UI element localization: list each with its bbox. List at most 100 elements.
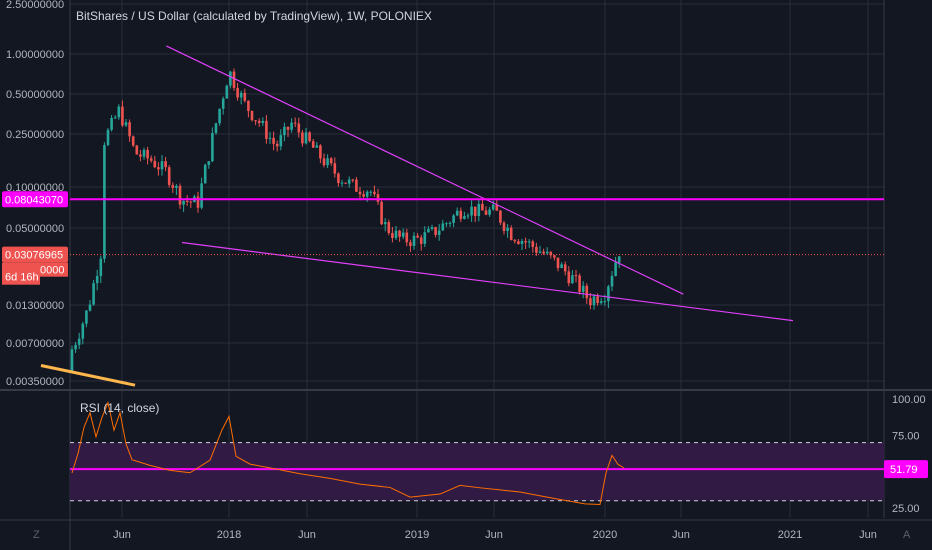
candle-body	[283, 126, 286, 136]
price-axis-label: 0.25000000	[6, 129, 64, 141]
candle-body	[196, 196, 200, 208]
candle-body	[463, 216, 466, 219]
time-axis-label: Jun	[859, 529, 877, 541]
auto-scale-toggle-icon[interactable]: A	[903, 529, 911, 541]
trendline[interactable]	[181, 241, 794, 322]
rsi-axis-label: 100.00	[892, 394, 926, 406]
rsi-value-tag-bg	[884, 460, 928, 479]
candle-body	[239, 92, 243, 98]
rsi-axis[interactable]: 100.00 75.00 25.00	[892, 394, 926, 515]
candle-body	[387, 222, 391, 234]
candle-body	[185, 200, 189, 202]
candle-body	[286, 126, 290, 130]
candle-body	[499, 210, 502, 223]
candle-body	[106, 129, 110, 146]
candle-body	[484, 210, 488, 215]
price-pane[interactable]	[40, 45, 884, 501]
candle-body	[531, 241, 535, 247]
candle-body	[614, 262, 617, 276]
candle-body	[477, 203, 481, 216]
rsi-axis-label: 25.00	[892, 503, 920, 515]
candle-body	[409, 242, 412, 246]
hidden-price-tag: 0000	[40, 265, 64, 277]
candle-body	[272, 137, 275, 144]
price-axis[interactable]: 2.50000000 1.00000000 0.50000000 0.25000000…	[6, 0, 64, 388]
hline-price-tag-bg	[2, 191, 68, 208]
candle-body	[434, 227, 437, 235]
candle-body	[581, 285, 585, 292]
candle-body	[473, 206, 477, 216]
candle-body	[553, 255, 556, 258]
price-axis-label: 0.00700000	[6, 338, 64, 350]
candle-body	[232, 71, 236, 88]
candle-body	[560, 264, 563, 268]
candle-body	[261, 120, 265, 123]
candle-body	[167, 167, 171, 185]
candle-body	[236, 87, 239, 98]
price-axis-label: 0.10000000	[6, 182, 64, 194]
price-axis-label: 0.05000000	[6, 223, 64, 235]
candle-body	[416, 235, 419, 238]
candle-body	[139, 154, 142, 157]
trendline[interactable]	[40, 364, 136, 387]
rsi-pane[interactable]	[70, 400, 884, 506]
candle-body	[596, 296, 599, 304]
time-axis-label: Jun	[298, 529, 316, 541]
candle-body	[578, 275, 581, 292]
candle-body	[527, 241, 531, 243]
time-axis-label: Jun	[672, 529, 690, 541]
candle-body	[365, 191, 369, 197]
candle-body	[85, 310, 88, 324]
rsi-line	[71, 400, 625, 506]
candle-body	[430, 227, 434, 230]
candle-body	[315, 145, 319, 148]
candle-body	[419, 237, 423, 244]
candle-body	[445, 223, 448, 225]
candle-body	[160, 161, 164, 170]
candle-body	[74, 344, 77, 350]
candle-body	[524, 241, 527, 243]
candle-body	[589, 298, 592, 306]
candle-body	[110, 117, 113, 130]
candle-body	[362, 194, 365, 197]
candle-body	[549, 251, 553, 256]
log-scale-toggle-icon[interactable]: Z	[33, 529, 40, 541]
trendlines[interactable]	[40, 45, 794, 387]
candle-body	[189, 201, 193, 203]
candle-body	[157, 167, 160, 170]
price-axis-label: 0.00350000	[6, 376, 64, 388]
candle-body	[607, 286, 610, 302]
candle-body	[344, 182, 347, 184]
candle-body	[506, 227, 509, 231]
hline-price-tag: 0.08043070	[5, 194, 63, 206]
candle-body	[380, 201, 383, 225]
candle-body	[322, 158, 326, 166]
candle-body	[121, 106, 124, 126]
trendline[interactable]	[166, 45, 684, 295]
candle-body	[333, 163, 337, 174]
candle-body	[304, 132, 308, 144]
candle-body	[70, 349, 74, 373]
candle-body	[470, 206, 473, 216]
candle-body	[311, 141, 315, 148]
candle-body	[329, 158, 333, 164]
candle-body	[513, 239, 517, 242]
candle-body	[603, 301, 607, 303]
candle-body	[567, 271, 571, 284]
candle-body	[585, 285, 589, 299]
rsi-band	[70, 442, 884, 501]
candle-body	[214, 123, 218, 133]
candle-body	[297, 123, 301, 133]
candle-body	[571, 275, 574, 284]
candle-body	[128, 122, 131, 137]
candle-body	[459, 210, 463, 219]
time-axis[interactable]: Jun 2018 Jun 2019 Jun 2020 Jun 2021 Jun	[113, 529, 877, 541]
candle-body	[610, 275, 614, 287]
candle-body	[398, 230, 401, 237]
candle-body	[103, 145, 106, 259]
candle-body	[355, 179, 358, 192]
candle-body	[599, 301, 603, 304]
candle-body	[405, 232, 409, 243]
